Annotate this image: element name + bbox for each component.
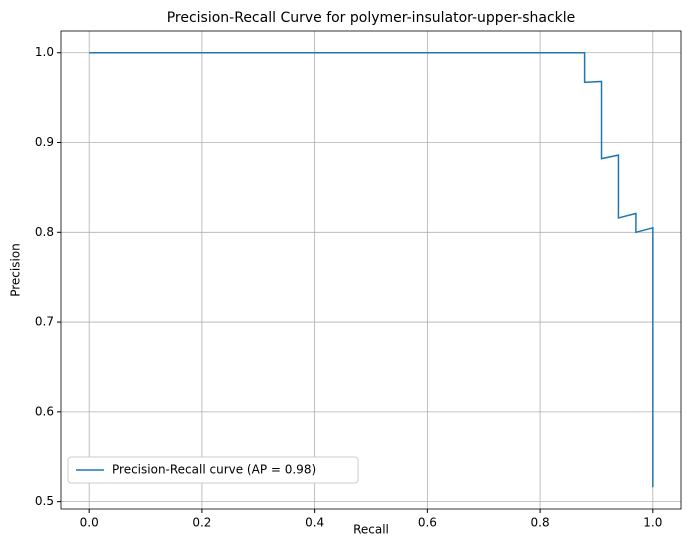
y-tick-label: 0.6: [35, 404, 54, 418]
x-tick-label: 0.8: [531, 516, 550, 530]
y-tick-label: 0.5: [35, 494, 54, 508]
x-tick-label: 0.2: [192, 516, 211, 530]
y-tick-label: 0.7: [35, 315, 54, 329]
x-tick-label: 0.0: [80, 516, 99, 530]
plot-frame: [60, 30, 682, 510]
legend-box: [67, 456, 359, 484]
chart-title: Precision-Recall Curve for polymer-insul…: [167, 10, 576, 26]
x-tick-label: 1.0: [643, 516, 662, 530]
x-tick-label: 0.6: [418, 516, 437, 530]
y-axis-label: Precision: [9, 243, 23, 297]
x-axis-label: Recall: [353, 523, 389, 537]
legend-label: Precision-Recall curve (AP = 0.98): [112, 463, 316, 477]
y-tick-label: 0.9: [35, 135, 54, 149]
series-line: [89, 51, 654, 488]
x-tick-label: 0.4: [305, 516, 324, 530]
y-tick-label: 1.0: [35, 45, 54, 59]
y-tick-label: 0.8: [35, 225, 54, 239]
